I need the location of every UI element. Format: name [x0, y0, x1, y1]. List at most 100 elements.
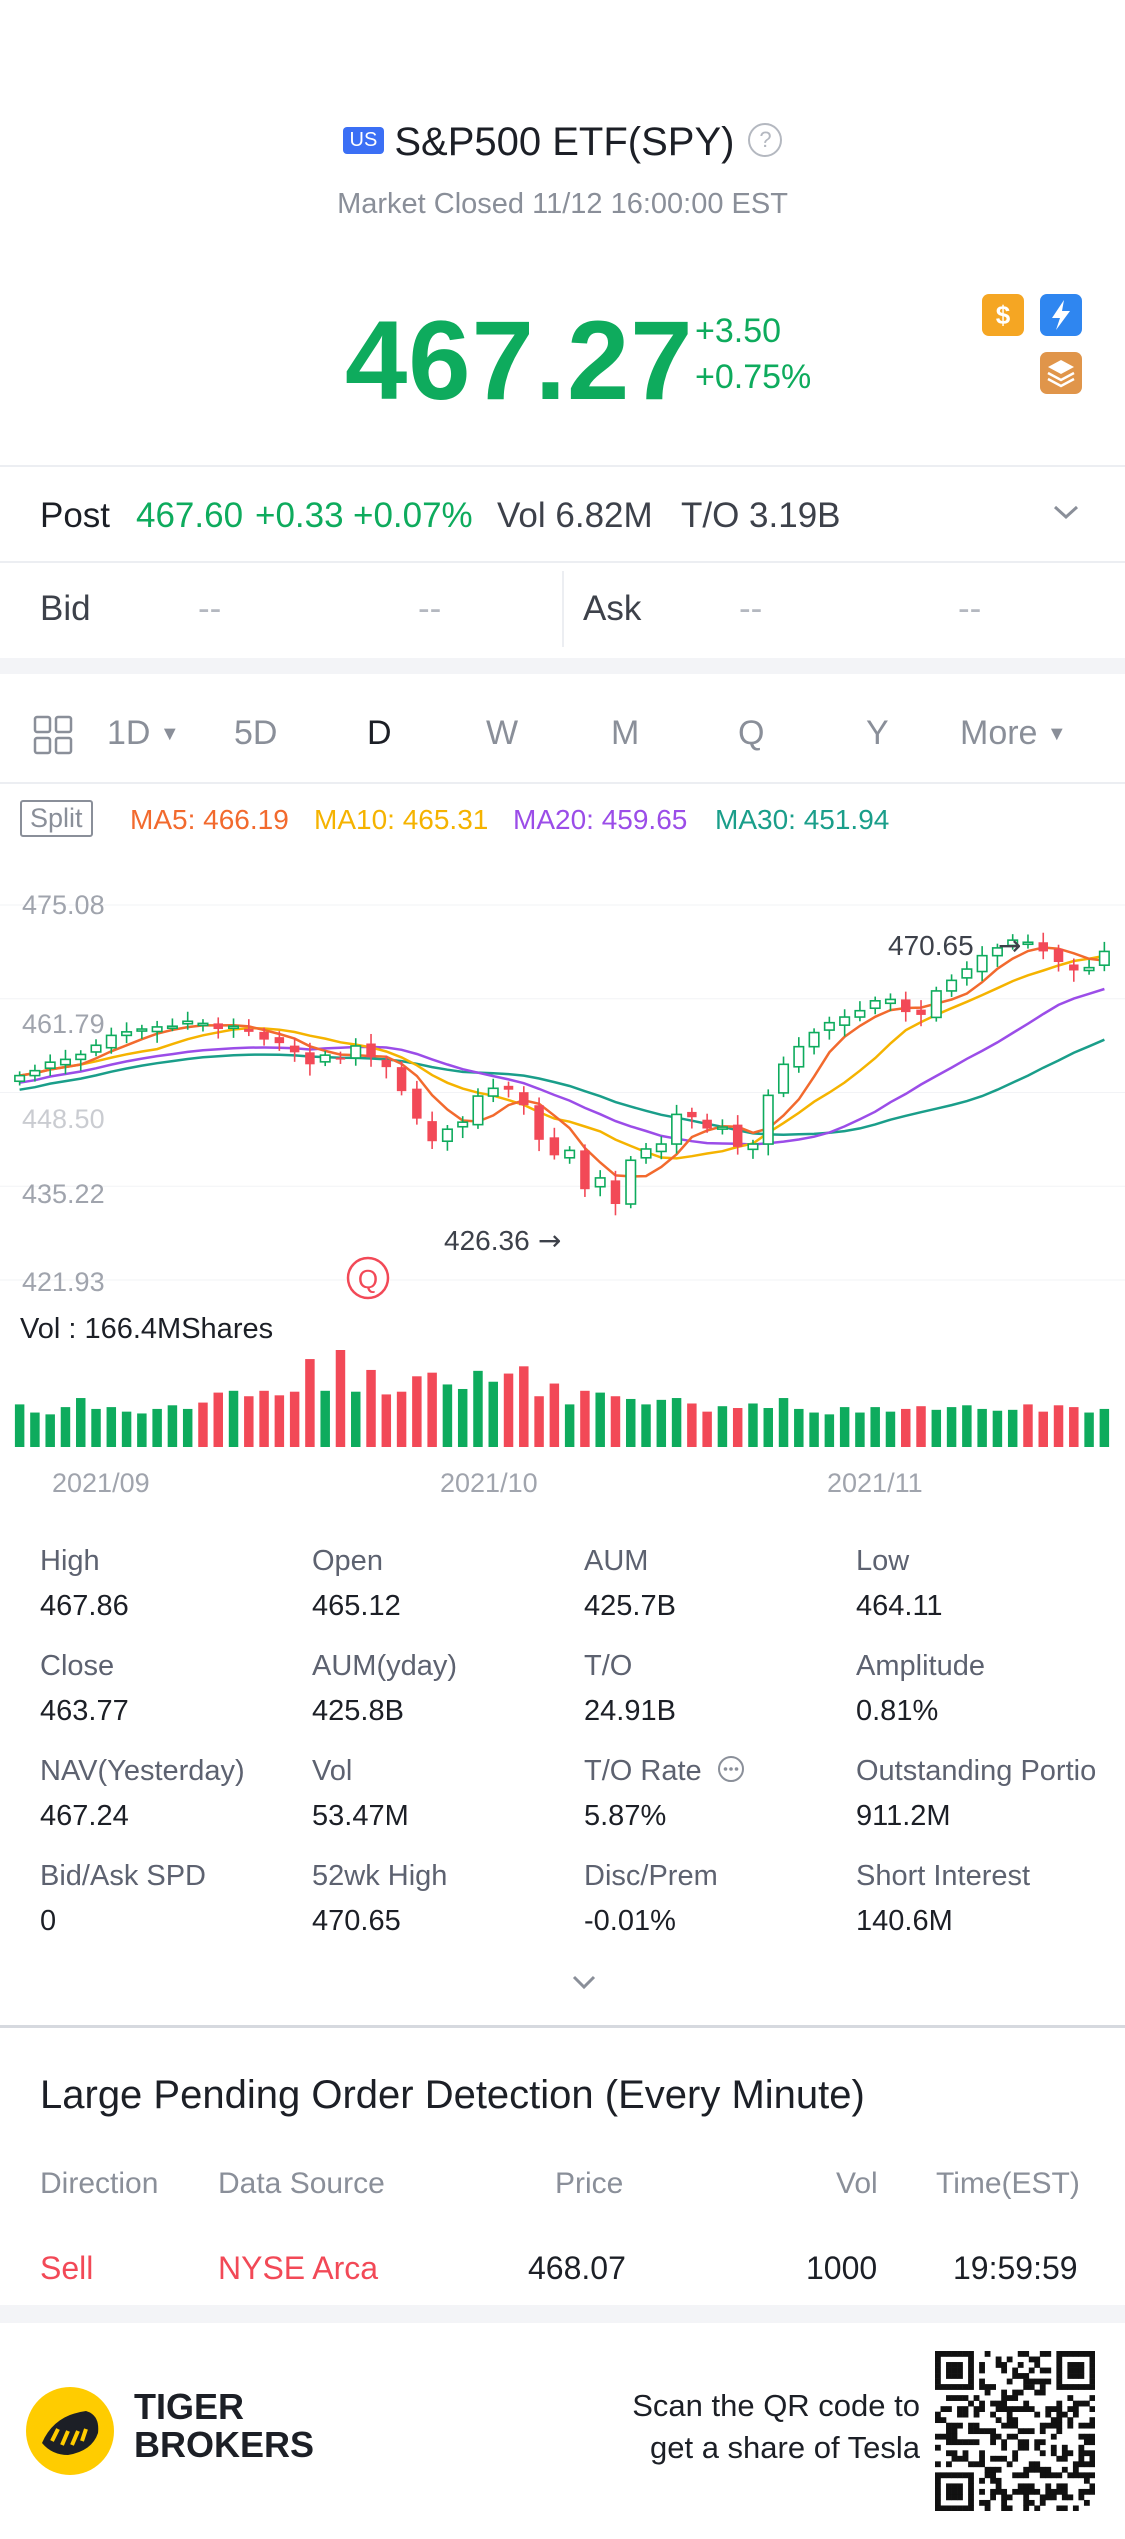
- qr-module: [968, 2472, 974, 2479]
- stat-disc-prem: Disc/Prem -0.01%: [584, 1860, 718, 1937]
- qr-module: [962, 2455, 969, 2462]
- section-gap: [0, 658, 1125, 674]
- candlestick-chart[interactable]: 475.08 461.79 448.50 435.22 421.93 470.6…: [0, 880, 1125, 1520]
- lightning-icon[interactable]: [1040, 294, 1082, 336]
- qr-module: [1061, 2494, 1068, 2501]
- qr-module: [1017, 2362, 1024, 2368]
- qr-module: [962, 2384, 969, 2390]
- qr-module: [1001, 2362, 1008, 2368]
- candle-body: [762, 1094, 774, 1145]
- qr-module: [957, 2472, 963, 2479]
- candle: [625, 1156, 637, 1209]
- volume-bar: [962, 1405, 972, 1447]
- qr-module: [1067, 2384, 1074, 2390]
- ma5-value: MA5: 466.19: [130, 804, 289, 835]
- expand-chevron-icon[interactable]: [568, 1972, 600, 1994]
- qr-module: [1061, 2450, 1068, 2457]
- qr-code[interactable]: [935, 2351, 1095, 2511]
- volume-bar: [916, 1406, 926, 1447]
- qr-module: [1083, 2422, 1090, 2429]
- qr-module: [962, 2411, 969, 2418]
- dollar-icon[interactable]: $: [982, 294, 1024, 336]
- qr-module: [1056, 2400, 1063, 2407]
- tab-w[interactable]: W: [486, 714, 519, 752]
- candle: [580, 1144, 590, 1197]
- split-button[interactable]: Split: [20, 800, 93, 837]
- qr-module: [957, 2455, 963, 2462]
- qr-module: [1001, 2444, 1008, 2451]
- quarter-marker-icon[interactable]: Q: [346, 1256, 390, 1300]
- last-price: 467.27: [345, 298, 694, 423]
- qr-module: [973, 2411, 980, 2418]
- qr-module: [968, 2367, 974, 2374]
- volume-bar: [259, 1390, 269, 1447]
- tab-more[interactable]: More ▼: [960, 714, 1067, 752]
- qr-module: [990, 2472, 996, 2479]
- qr-module: [1050, 2433, 1057, 2440]
- qr-module: [1045, 2483, 1052, 2490]
- qr-module: [1061, 2505, 1068, 2511]
- candle-body: [427, 1121, 437, 1142]
- volume-bar: [60, 1407, 71, 1447]
- candle-body: [90, 1044, 102, 1053]
- candle-body: [854, 1009, 866, 1018]
- candle: [166, 1018, 178, 1032]
- qr-module: [1072, 2472, 1079, 2479]
- info-icon[interactable]: [716, 1754, 746, 1784]
- qr-module: [940, 2417, 947, 2424]
- tab-5d[interactable]: 5D: [234, 714, 278, 752]
- qr-module: [1067, 2450, 1074, 2457]
- volume-bar: [595, 1392, 605, 1447]
- volume-bar: [564, 1404, 575, 1447]
- candle-body: [350, 1045, 362, 1059]
- tab-q[interactable]: Q: [738, 714, 765, 752]
- qr-module: [957, 2362, 963, 2368]
- max-price-label: 470.65: [888, 930, 974, 961]
- qr-module: [940, 2406, 947, 2412]
- qr-module: [1061, 2483, 1068, 2490]
- chart-svg[interactable]: 475.08 461.79 448.50 435.22 421.93 470.6…: [0, 880, 1125, 1520]
- qr-module: [946, 2428, 952, 2435]
- qr-module: [1089, 2461, 1095, 2468]
- qr-module: [1045, 2351, 1052, 2357]
- price-change-percent: +0.75%: [695, 358, 812, 396]
- post-market-row[interactable]: Post 467.60 +0.33 +0.07% Vol 6.82M T/O 3…: [0, 468, 1125, 560]
- qr-module: [957, 2411, 963, 2418]
- tab-y[interactable]: Y: [866, 714, 889, 752]
- grid-icon[interactable]: [32, 714, 74, 756]
- tab-1d[interactable]: 1D ▼: [107, 714, 180, 752]
- tab-m[interactable]: M: [611, 714, 640, 752]
- qr-module: [1083, 2477, 1090, 2484]
- qr-module: [1006, 2406, 1013, 2412]
- chevron-down-icon[interactable]: [1050, 500, 1082, 524]
- qr-module: [1089, 2483, 1095, 2490]
- candle: [289, 1037, 300, 1062]
- qr-module: [1001, 2488, 1008, 2495]
- tab-d[interactable]: D: [367, 714, 392, 752]
- qr-module: [968, 2351, 974, 2357]
- qr-module: [1028, 2483, 1035, 2490]
- qr-module: [1039, 2389, 1046, 2396]
- qr-module: [1006, 2411, 1013, 2418]
- candle: [869, 996, 881, 1015]
- qr-module: [1089, 2417, 1095, 2424]
- qr-module: [1006, 2378, 1013, 2385]
- volume-bar: [503, 1373, 514, 1447]
- candle-body: [1022, 941, 1034, 946]
- y-tick-label: 448.50: [22, 1104, 105, 1134]
- order-vol: 1000: [806, 2250, 878, 2286]
- help-icon[interactable]: ?: [748, 123, 783, 158]
- stat-amplitude: Amplitude 0.81%: [856, 1650, 985, 1727]
- qr-module: [990, 2466, 996, 2473]
- layers-icon[interactable]: [1040, 352, 1082, 394]
- qr-module: [962, 2406, 969, 2412]
- candle: [44, 1054, 56, 1076]
- qr-module: [1012, 2472, 1019, 2479]
- market-badge: US: [342, 126, 385, 154]
- volume-bar: [839, 1407, 850, 1447]
- qr-module: [962, 2472, 969, 2479]
- candle-body: [519, 1092, 529, 1106]
- qr-module: [1034, 2389, 1041, 2396]
- candle-body: [1038, 942, 1048, 952]
- qr-module: [1050, 2450, 1057, 2457]
